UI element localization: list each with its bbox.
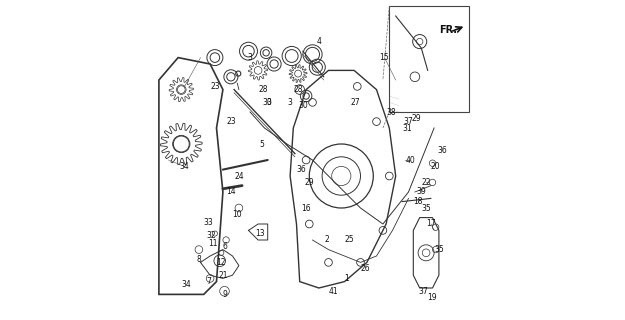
Text: 8: 8 bbox=[196, 255, 201, 264]
Text: 21: 21 bbox=[218, 271, 227, 280]
Text: 34: 34 bbox=[179, 162, 189, 171]
Text: 23: 23 bbox=[226, 117, 236, 126]
Text: 9: 9 bbox=[222, 290, 227, 299]
Text: 3: 3 bbox=[288, 98, 292, 107]
Text: 32: 32 bbox=[207, 231, 216, 240]
Text: 39: 39 bbox=[416, 188, 426, 196]
Text: 16: 16 bbox=[301, 204, 311, 212]
Text: 6: 6 bbox=[222, 242, 227, 251]
Text: 5: 5 bbox=[259, 140, 264, 148]
Text: 37: 37 bbox=[404, 117, 413, 126]
Text: 3: 3 bbox=[248, 53, 252, 62]
Text: 35: 35 bbox=[434, 245, 444, 254]
Text: 20: 20 bbox=[431, 162, 441, 171]
Text: 13: 13 bbox=[255, 229, 264, 238]
Text: 18: 18 bbox=[413, 197, 423, 206]
Text: 12: 12 bbox=[216, 258, 226, 267]
Text: 28: 28 bbox=[258, 85, 268, 94]
Text: 29: 29 bbox=[304, 178, 314, 187]
Text: 30: 30 bbox=[298, 101, 308, 110]
Text: 36: 36 bbox=[438, 146, 447, 155]
Text: 4: 4 bbox=[316, 37, 321, 46]
Text: 23: 23 bbox=[210, 82, 220, 91]
Text: 3: 3 bbox=[267, 98, 272, 107]
Text: 17: 17 bbox=[426, 220, 436, 228]
Text: 2: 2 bbox=[324, 236, 329, 244]
Text: 24: 24 bbox=[234, 172, 244, 180]
Text: FR.: FR. bbox=[439, 25, 457, 36]
Text: 1: 1 bbox=[344, 274, 349, 283]
Text: 37: 37 bbox=[418, 287, 428, 296]
Text: 31: 31 bbox=[402, 124, 412, 132]
Text: 33: 33 bbox=[204, 218, 213, 227]
Text: 38: 38 bbox=[386, 108, 396, 116]
Text: 27: 27 bbox=[351, 98, 361, 107]
Text: 30: 30 bbox=[263, 98, 272, 107]
Text: 11: 11 bbox=[209, 239, 218, 248]
Text: 25: 25 bbox=[344, 236, 354, 244]
Text: 36: 36 bbox=[296, 165, 306, 174]
Text: 14: 14 bbox=[226, 188, 236, 196]
Text: 35: 35 bbox=[421, 204, 431, 212]
Text: 10: 10 bbox=[232, 210, 242, 219]
Text: 28: 28 bbox=[293, 85, 303, 94]
Text: 22: 22 bbox=[421, 178, 431, 187]
Text: 15: 15 bbox=[380, 53, 389, 62]
Text: 41: 41 bbox=[329, 287, 338, 296]
Text: 34: 34 bbox=[181, 280, 191, 289]
Text: 29: 29 bbox=[412, 114, 421, 123]
Text: 40: 40 bbox=[405, 156, 415, 164]
Text: 7: 7 bbox=[206, 277, 211, 286]
Text: 19: 19 bbox=[428, 293, 438, 302]
Text: 26: 26 bbox=[361, 264, 370, 273]
